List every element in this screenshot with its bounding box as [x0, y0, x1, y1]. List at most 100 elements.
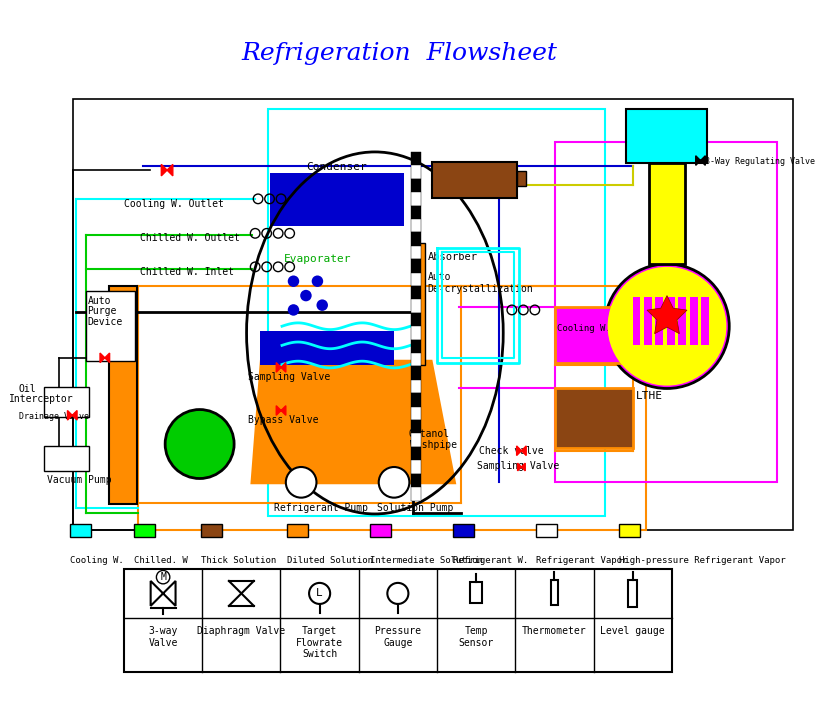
Text: Vacuum Pump: Vacuum Pump [47, 474, 112, 485]
Bar [412, 406, 421, 420]
Bar [412, 487, 421, 501]
Text: HTG: HTG [656, 343, 678, 356]
Bar [649, 164, 686, 264]
Circle shape [287, 275, 299, 287]
Text: Drainage Valve: Drainage Valve [18, 413, 88, 421]
Text: Sampling Valve: Sampling Valve [477, 462, 560, 472]
Bar [628, 580, 637, 607]
Text: Auto: Auto [87, 295, 111, 306]
Text: HTHE: HTHE [636, 310, 663, 320]
Bar [516, 171, 526, 186]
Text: Solution Pump: Solution Pump [377, 503, 453, 513]
Bar [86, 291, 136, 360]
Circle shape [317, 299, 328, 311]
Text: bb: bb [650, 171, 660, 180]
Bar [555, 142, 777, 482]
Circle shape [379, 467, 409, 498]
Bar [412, 219, 421, 232]
Bar [555, 307, 633, 362]
Polygon shape [270, 173, 404, 226]
Text: Thick Solution: Thick Solution [201, 556, 276, 565]
Text: Purge: Purge [87, 306, 117, 316]
Text: Cooling W. Outlet: Cooling W. Outlet [124, 199, 224, 209]
Text: Bypass Valve: Bypass Valve [248, 416, 319, 426]
Text: High-pressure Refrigerant Vapor: High-pressure Refrigerant Vapor [619, 556, 786, 565]
Polygon shape [517, 463, 526, 471]
Circle shape [287, 304, 299, 316]
Text: Refrigeration  Flowsheet: Refrigeration Flowsheet [242, 42, 558, 65]
Text: Cooler: Cooler [179, 439, 220, 449]
Text: Gas: Gas [631, 120, 646, 130]
Text: Thermometer: Thermometer [522, 626, 586, 636]
Bar [656, 297, 663, 346]
Text: Refrigerant Vapor: Refrigerant Vapor [536, 556, 627, 565]
Text: Oil: Oil [18, 384, 37, 394]
Text: Intermediate Solution: Intermediate Solution [370, 556, 483, 565]
Text: Diaphragm Valve: Diaphragm Valve [197, 626, 286, 636]
Text: Gas: Gas [675, 120, 690, 130]
Bar [412, 474, 421, 487]
Bar [412, 380, 421, 393]
Text: Evaporater: Evaporater [284, 254, 352, 264]
Bar [412, 460, 421, 474]
Bar [667, 297, 675, 346]
Text: Gas: Gas [652, 120, 667, 130]
Bar [412, 393, 421, 406]
Text: Condenser: Condenser [306, 161, 367, 171]
Circle shape [312, 275, 323, 287]
Bar [412, 420, 421, 433]
Bar [43, 387, 89, 417]
Text: Chilled. W: Chilled. W [133, 556, 187, 565]
Text: Cooling W.: Cooling W. [70, 556, 124, 565]
Text: LTG: LTG [437, 171, 460, 184]
Bar [412, 340, 421, 353]
Polygon shape [100, 353, 110, 362]
Polygon shape [647, 295, 687, 333]
Bar [108, 286, 137, 504]
Bar [412, 205, 421, 219]
Bar [412, 232, 421, 246]
Text: Washpipe: Washpipe [411, 440, 457, 450]
Circle shape [165, 409, 234, 479]
Text: Refrigerant Pump: Refrigerant Pump [274, 503, 368, 513]
Text: Pressure
Gauge: Pressure Gauge [374, 626, 421, 648]
Text: Interceptor: Interceptor [9, 394, 73, 404]
Text: L: L [317, 588, 323, 598]
Bar [124, 569, 671, 672]
Text: Inlet: Inlet [675, 130, 700, 139]
Text: Target
Flowrate
Switch: Target Flowrate Switch [296, 626, 343, 659]
Bar [555, 389, 633, 448]
Text: Outlet: Outlet [631, 130, 661, 139]
Text: M: M [160, 572, 166, 582]
Text: Octanol: Octanol [408, 429, 450, 439]
Circle shape [286, 467, 317, 498]
Text: LTHE: LTHE [636, 392, 663, 401]
Bar [412, 178, 421, 192]
Polygon shape [516, 446, 526, 455]
Text: Cooling W. Inlet: Cooling W. Inlet [556, 324, 643, 333]
Bar [701, 297, 709, 346]
Bar [138, 286, 646, 530]
Circle shape [300, 290, 312, 302]
Text: Level gauge: Level gauge [601, 626, 665, 636]
Bar [412, 433, 421, 447]
Text: Temp
Sensor: Temp Sensor [458, 626, 494, 648]
Circle shape [605, 264, 729, 389]
Bar [644, 297, 651, 346]
Bar [70, 525, 92, 537]
Bar [370, 525, 392, 537]
Bar [690, 297, 697, 346]
Bar [413, 243, 425, 365]
Text: Flue: Flue [631, 110, 651, 120]
Bar [626, 109, 707, 164]
Text: Chilled W. Outlet: Chilled W. Outlet [140, 234, 240, 244]
Bar [632, 297, 641, 346]
Polygon shape [696, 156, 706, 166]
Bar [412, 313, 421, 326]
Bar [73, 99, 793, 530]
Text: Chilled W. Inlet: Chilled W. Inlet [140, 267, 234, 277]
Bar [412, 299, 421, 313]
Text: Absorber: Absorber [427, 253, 477, 263]
Bar [412, 259, 421, 273]
Bar [453, 525, 475, 537]
